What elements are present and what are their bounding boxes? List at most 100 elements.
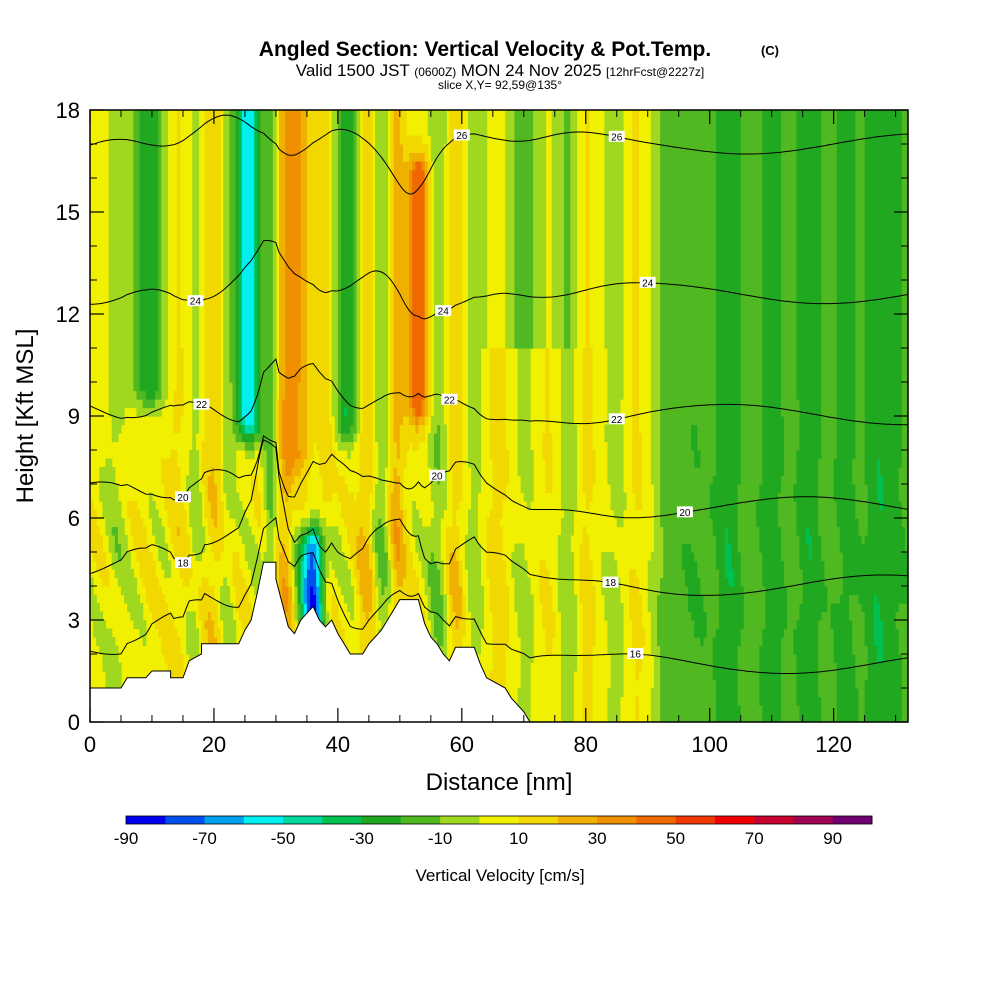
velocity-cell	[529, 450, 534, 502]
velocity-cell	[898, 467, 903, 502]
velocity-cell	[275, 399, 280, 443]
velocity-cell	[802, 110, 807, 722]
velocity-cell	[418, 135, 423, 154]
velocity-cell	[666, 110, 671, 722]
velocity-cell	[901, 603, 906, 722]
isentrope-line	[90, 439, 908, 596]
velocity-cell	[182, 509, 187, 587]
velocity-cell	[399, 424, 404, 511]
velocity-cell	[340, 441, 345, 451]
velocity-cell	[409, 135, 413, 154]
velocity-cell	[393, 110, 398, 443]
velocity-cell	[551, 110, 556, 349]
velocity-cell	[437, 484, 441, 570]
velocity-cell	[877, 603, 881, 664]
velocity-cell	[176, 110, 181, 434]
velocity-cell	[780, 110, 785, 417]
velocity-cell	[111, 110, 116, 443]
velocity-cell	[672, 110, 677, 722]
velocity-cell	[251, 450, 255, 460]
velocity-cell	[886, 110, 891, 722]
velocity-cell	[340, 110, 345, 434]
isentrope-label: 22	[608, 413, 625, 426]
velocity-cell	[793, 501, 798, 630]
velocity-cell	[759, 705, 763, 722]
velocity-cell	[306, 535, 311, 545]
velocity-cell	[102, 620, 107, 672]
velocity-cell	[591, 586, 596, 647]
velocity-cell	[232, 552, 237, 587]
velocity-cell	[712, 535, 717, 638]
velocity-cell	[793, 110, 798, 485]
velocity-cell	[114, 526, 119, 553]
subtitle-utc: (0600Z)	[414, 65, 456, 79]
velocity-cell	[796, 535, 801, 621]
velocity-cell	[384, 552, 389, 587]
slice-label: slice X,Y= 92,59@135°	[438, 78, 562, 92]
velocity-cell	[316, 110, 320, 451]
velocity-cell	[638, 594, 643, 672]
velocity-cell	[105, 628, 110, 698]
velocity-cell	[213, 603, 218, 638]
isentrope-label-bg	[174, 491, 191, 503]
velocity-cell	[207, 475, 212, 502]
velocity-cell	[799, 569, 804, 604]
velocity-cell	[232, 110, 237, 434]
y-tick-label: 9	[68, 404, 80, 429]
velocity-cell	[309, 552, 314, 587]
colorbar-swatch	[714, 816, 755, 824]
velocity-cell	[697, 577, 702, 638]
velocity-cell	[244, 110, 249, 426]
velocity-cell	[870, 110, 875, 722]
velocity-cell	[142, 526, 147, 587]
velocity-cell	[331, 594, 336, 630]
colorbar-swatch	[557, 816, 598, 824]
velocity-cell	[421, 424, 426, 443]
velocity-cell	[607, 110, 612, 485]
velocity-cell	[313, 110, 317, 443]
velocity-cell	[818, 696, 822, 722]
velocity-cell	[898, 603, 903, 655]
velocity-cell	[297, 382, 302, 451]
velocity-cell	[542, 560, 547, 630]
velocity-cell	[883, 110, 887, 722]
velocity-cell	[179, 348, 184, 417]
velocity-cell	[880, 620, 884, 664]
velocity-cell	[241, 441, 246, 451]
velocity-cell	[505, 110, 509, 349]
velocity-cell	[340, 475, 345, 519]
velocity-cell	[731, 110, 736, 570]
velocity-cell	[511, 552, 516, 579]
velocity-cell	[105, 458, 110, 536]
velocity-cell	[904, 552, 908, 604]
x-tick-label: 0	[84, 732, 96, 757]
velocity-cell	[833, 603, 838, 664]
velocity-cell	[164, 458, 169, 511]
velocity-cell	[557, 110, 562, 349]
isentrope-label-text: 20	[679, 508, 691, 519]
velocity-cell	[898, 501, 903, 604]
velocity-cell	[821, 560, 825, 613]
velocity-cell	[833, 458, 838, 502]
velocity-cell	[356, 569, 361, 596]
velocity-cell	[830, 603, 835, 630]
velocity-cell	[483, 110, 488, 349]
velocity-cell	[877, 662, 881, 722]
velocity-cell	[306, 543, 311, 570]
velocity-cell	[697, 467, 702, 579]
velocity-cell	[139, 603, 144, 638]
velocity-cell	[334, 467, 339, 494]
velocity-cell	[282, 543, 286, 579]
velocity-cell	[728, 543, 732, 587]
velocity-cell	[877, 458, 881, 502]
colorbar-swatch	[400, 816, 441, 824]
velocity-cell	[468, 509, 472, 613]
velocity-cell	[703, 637, 708, 722]
velocity-cell	[762, 110, 767, 587]
velocity-cell	[780, 637, 785, 722]
velocity-cell	[303, 535, 308, 545]
velocity-cell	[201, 441, 206, 485]
velocity-cell	[223, 110, 227, 494]
velocity-cell	[155, 110, 159, 392]
velocity-cell	[235, 492, 240, 528]
